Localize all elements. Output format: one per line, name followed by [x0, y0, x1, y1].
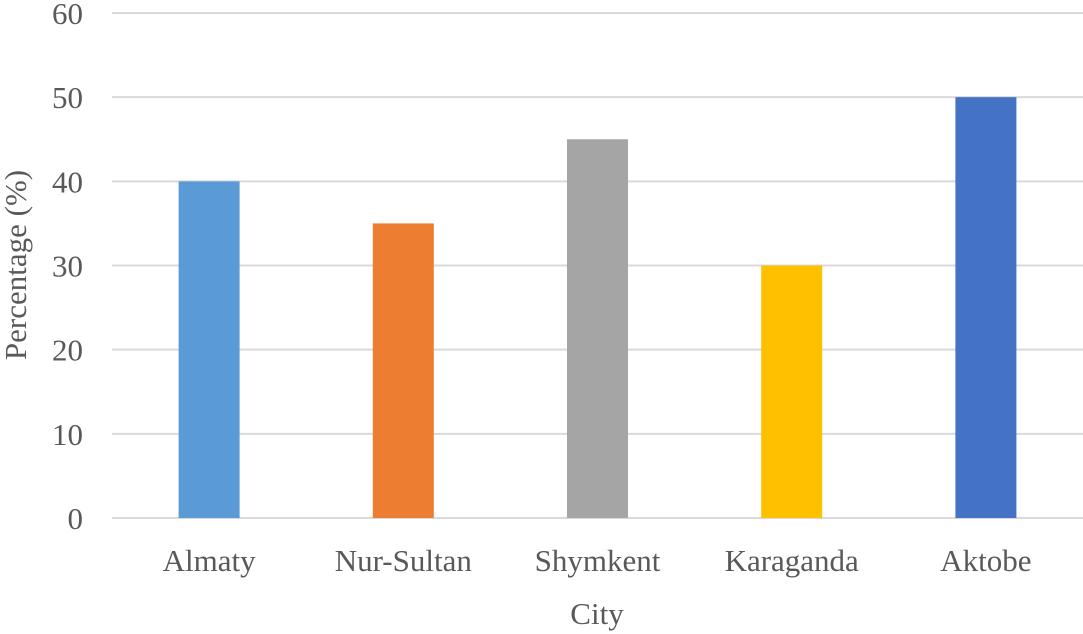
bar-shymkent	[567, 139, 628, 518]
bar-nur-sultan	[372, 223, 434, 518]
x-tick-label: Shymkent	[535, 543, 661, 578]
bar-karaganda	[761, 265, 823, 518]
y-tick-label: 10	[52, 417, 83, 452]
x-axis-title: City	[570, 596, 624, 631]
y-axis-title: Percentage (%)	[0, 170, 33, 360]
y-tick-label: 60	[52, 0, 83, 31]
bars	[178, 97, 1017, 519]
x-tick-label: Aktobe	[940, 543, 1031, 578]
y-tick-label: 50	[52, 80, 83, 115]
bar-aktobe	[955, 97, 1017, 519]
bar-almaty	[178, 181, 240, 519]
y-axis-tick-labels: 0 10 20 30 40 50 60	[52, 0, 83, 536]
y-tick-label: 30	[52, 249, 83, 284]
y-tick-label: 40	[52, 164, 83, 199]
y-tick-label: 0	[68, 501, 84, 536]
x-axis-tick-labels: Almaty Nur-Sultan Shymkent Karaganda Aktobe	[163, 543, 1032, 578]
x-tick-label: Almaty	[163, 543, 256, 578]
y-tick-label: 20	[52, 333, 83, 368]
x-tick-label: Karaganda	[725, 543, 859, 578]
x-tick-label: Nur-Sultan	[335, 543, 473, 578]
